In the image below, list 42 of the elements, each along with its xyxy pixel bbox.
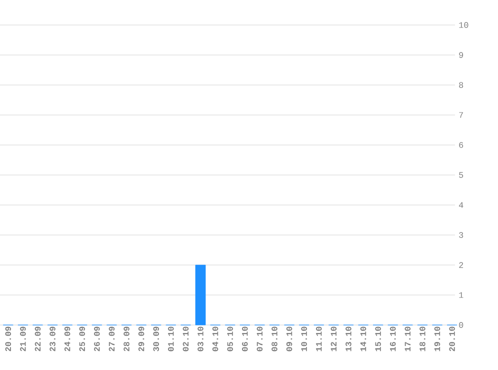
x-tick-label: 26.09 — [94, 326, 100, 352]
x-tick-label: 01.10 — [168, 326, 174, 352]
y-tick-label: 2 — [459, 262, 464, 268]
x-tick-label: 24.09 — [64, 326, 70, 352]
y-tick-label: 8 — [459, 82, 464, 88]
x-tick-label: 21.09 — [20, 326, 26, 352]
x-tick-label: 20.10 — [449, 326, 455, 352]
x-tick-label: 12.10 — [330, 326, 337, 352]
x-tick-label: 23.09 — [50, 326, 56, 352]
x-tick-label: 14.10 — [360, 326, 366, 352]
x-tick-label: 18.10 — [420, 326, 426, 352]
x-tick-label: 04.10 — [212, 326, 218, 352]
x-tick-label: 10.10 — [301, 326, 307, 352]
x-tick-label: 03.10 — [198, 326, 204, 352]
x-tick-label: 27.09 — [108, 326, 115, 352]
x-tick-label: 15.10 — [375, 326, 381, 352]
y-tick-label: 6 — [459, 142, 464, 148]
x-tick-label: 07.10 — [256, 326, 263, 352]
x-tick-label: 05.10 — [227, 326, 233, 352]
y-tick-label: 1 — [459, 292, 464, 298]
y-tick-label: 10 — [459, 22, 468, 28]
x-tick-label: 09.10 — [286, 326, 292, 352]
x-tick-label: 17.10 — [404, 326, 411, 352]
y-tick-label: 0 — [459, 322, 464, 328]
y-tick-label: 4 — [458, 202, 464, 208]
x-tick-label: 19.10 — [434, 326, 440, 352]
x-tick-label: 08.10 — [272, 326, 278, 352]
x-tick-label: 30.09 — [153, 326, 159, 352]
x-tick-label: 22.09 — [34, 326, 41, 352]
y-tick-label: 3 — [459, 232, 464, 238]
x-tick-label: 06.10 — [242, 326, 248, 352]
x-tick-label: 02.10 — [182, 326, 189, 352]
x-tick-label: 11.10 — [316, 326, 322, 352]
x-tick-label: 20.09 — [5, 326, 12, 352]
y-tick-label: 5 — [459, 172, 464, 178]
x-tick-label: 13.10 — [346, 326, 352, 352]
x-tick-label: 25.09 — [79, 326, 86, 352]
x-tick-label: 28.09 — [124, 326, 130, 352]
y-tick-label: 7 — [459, 112, 463, 118]
y-tick-label: 9 — [459, 52, 464, 58]
x-tick-label: 16.10 — [390, 326, 396, 352]
x-tick-label: 29.09 — [138, 326, 144, 352]
